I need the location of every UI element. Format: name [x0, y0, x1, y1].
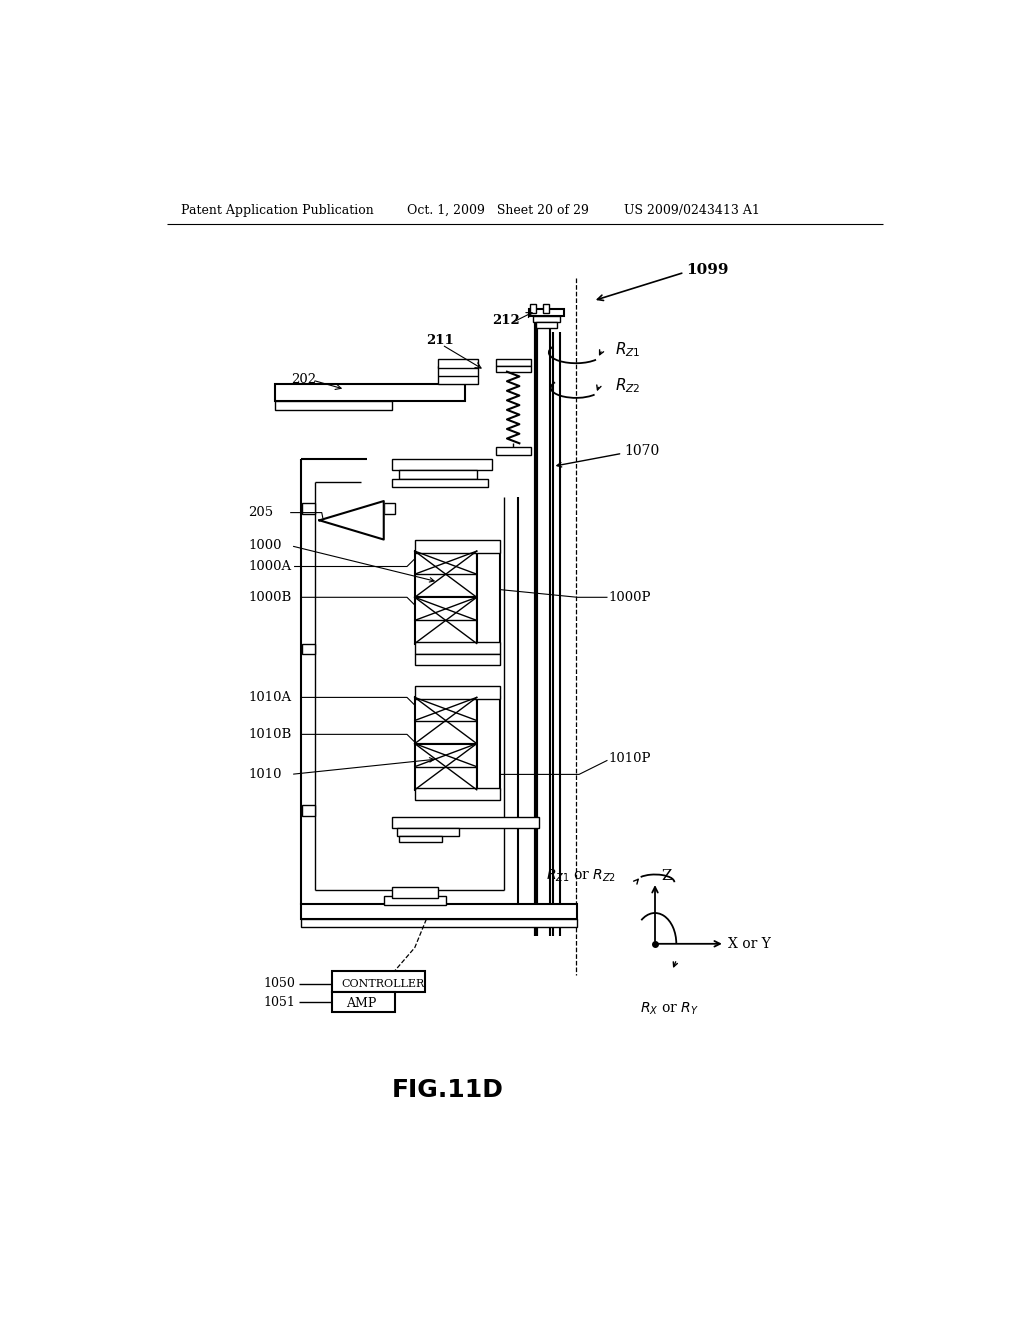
Bar: [397, 829, 459, 836]
Bar: [530, 304, 537, 313]
Bar: [275, 401, 391, 411]
Text: Z: Z: [662, 869, 672, 883]
Text: 211: 211: [426, 334, 454, 347]
Bar: [332, 970, 425, 993]
Text: 1051: 1051: [263, 995, 296, 1008]
Text: 1050: 1050: [263, 977, 296, 990]
Bar: [543, 304, 549, 313]
Text: $R_{Z1}$: $R_{Z1}$: [614, 341, 640, 359]
Text: X or Y: X or Y: [728, 937, 771, 950]
Bar: [384, 503, 394, 515]
Text: $R_{Z2}$: $R_{Z2}$: [614, 376, 640, 395]
Bar: [332, 993, 395, 1012]
Bar: [301, 919, 577, 927]
Bar: [477, 552, 500, 644]
Bar: [415, 686, 500, 700]
Bar: [302, 644, 314, 655]
Bar: [302, 805, 314, 816]
Bar: [391, 817, 539, 829]
Bar: [537, 322, 557, 327]
Bar: [275, 384, 465, 401]
Text: FIG.11D: FIG.11D: [391, 1078, 504, 1102]
Text: $R_X$ or $R_Y$: $R_X$ or $R_Y$: [640, 1001, 698, 1018]
Text: 205: 205: [248, 506, 273, 519]
Text: Patent Application Publication: Patent Application Publication: [180, 205, 374, 218]
Bar: [477, 697, 500, 789]
Bar: [302, 503, 314, 515]
Bar: [415, 642, 500, 653]
Text: 1000B: 1000B: [248, 591, 292, 603]
Bar: [415, 540, 500, 553]
Bar: [415, 653, 500, 665]
Bar: [496, 367, 531, 372]
Bar: [415, 697, 477, 743]
Text: CONTROLLER: CONTROLLER: [341, 979, 424, 989]
Bar: [415, 788, 500, 800]
Bar: [391, 887, 438, 898]
Text: 1010A: 1010A: [248, 690, 291, 704]
Bar: [399, 470, 477, 479]
Text: $R_{Z1}$ or $R_{Z2}$: $R_{Z1}$ or $R_{Z2}$: [547, 867, 616, 884]
Bar: [415, 597, 477, 644]
Text: 1000P: 1000P: [608, 591, 651, 603]
Bar: [399, 836, 442, 842]
Bar: [301, 904, 577, 919]
Text: 1099: 1099: [686, 263, 728, 277]
Bar: [438, 367, 478, 384]
Text: 1010P: 1010P: [608, 752, 651, 766]
Text: AMP: AMP: [346, 998, 377, 1010]
Text: 1010: 1010: [248, 768, 282, 781]
Bar: [532, 317, 560, 322]
Text: 202: 202: [291, 372, 315, 385]
Text: US 2009/0243413 A1: US 2009/0243413 A1: [624, 205, 760, 218]
Bar: [391, 459, 493, 470]
Text: 212: 212: [493, 314, 520, 326]
Bar: [384, 896, 445, 906]
Bar: [496, 447, 531, 455]
Text: 1070: 1070: [624, 444, 659, 458]
Text: 1000: 1000: [248, 539, 282, 552]
Bar: [528, 309, 564, 317]
Text: 1000A: 1000A: [248, 560, 291, 573]
Bar: [496, 359, 531, 367]
Bar: [415, 743, 477, 789]
Polygon shape: [319, 502, 384, 540]
Text: 1010B: 1010B: [248, 727, 292, 741]
Text: Oct. 1, 2009   Sheet 20 of 29: Oct. 1, 2009 Sheet 20 of 29: [407, 205, 589, 218]
Bar: [391, 479, 488, 487]
Bar: [415, 552, 477, 597]
Bar: [438, 359, 478, 368]
